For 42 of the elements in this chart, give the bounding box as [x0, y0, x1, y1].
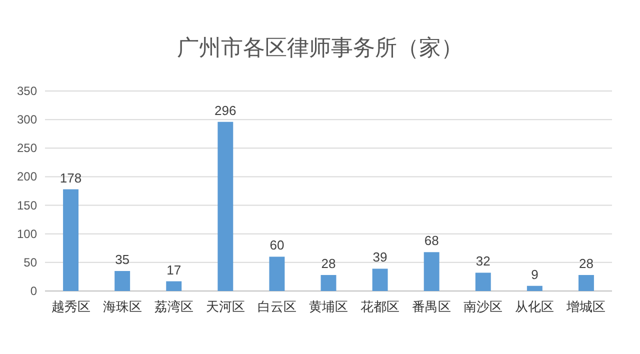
bar [320, 275, 336, 291]
data-label: 178 [60, 170, 82, 186]
bar [372, 268, 388, 291]
chart-title: 广州市各区律师事务所（家） [177, 35, 463, 60]
data-label: 60 [270, 238, 284, 253]
y-tick-label: 200 [16, 170, 38, 184]
bar [63, 189, 79, 291]
data-label: 17 [166, 262, 182, 278]
x-tick-label: 越秀区 [51, 299, 90, 314]
bar [114, 271, 130, 291]
data-label: 35 [115, 252, 130, 267]
y-tick-label: 150 [16, 198, 38, 212]
bar [166, 281, 182, 291]
data-label: 68 [424, 233, 439, 248]
x-tick-label: 黄埔区 [309, 299, 348, 314]
data-label: 39 [372, 250, 388, 265]
bar [578, 275, 594, 291]
x-tick-label: 番禺区 [412, 299, 452, 314]
x-tick-label: 南沙区 [464, 299, 503, 314]
x-tick-label: 花都区 [360, 299, 400, 314]
y-tick-label: 100 [16, 226, 38, 241]
y-tick-label: 50 [24, 255, 38, 270]
bar [424, 252, 440, 291]
y-tick-label: 250 [16, 141, 38, 156]
data-label: 32 [476, 254, 490, 269]
data-label: 296 [214, 102, 236, 118]
bar [475, 272, 491, 291]
data-label: 28 [321, 256, 336, 271]
data-label: 9 [531, 266, 538, 282]
y-tick-label: 0 [30, 284, 38, 298]
data-label: 28 [578, 256, 594, 271]
y-tick-label: 350 [16, 84, 38, 98]
bar [269, 256, 285, 291]
x-tick-label: 天河区 [206, 299, 245, 314]
bar [526, 286, 542, 291]
bar [218, 122, 234, 291]
x-tick-label: 增城区 [566, 299, 606, 314]
x-tick-label: 白云区 [257, 299, 296, 314]
x-tick-label: 从化区 [515, 299, 554, 314]
x-tick-label: 海珠区 [102, 299, 142, 314]
y-tick-label: 300 [16, 112, 38, 127]
x-tick-label: 荔湾区 [154, 299, 194, 314]
